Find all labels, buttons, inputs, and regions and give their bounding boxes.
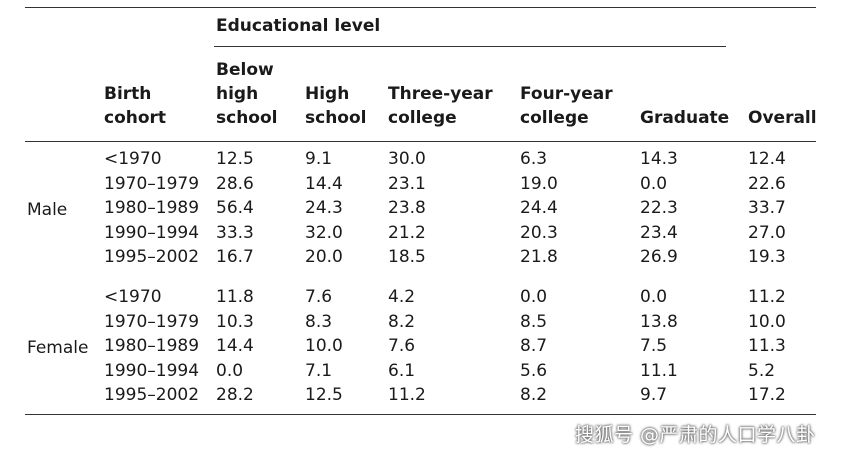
value-cell: 4.2 — [388, 287, 416, 307]
value-cell: 9.1 — [305, 149, 333, 169]
value-cell: 33.3 — [216, 222, 254, 243]
cohort-cell: 1995–2002 — [104, 247, 200, 267]
header-line: Overall — [748, 108, 817, 128]
header-line: Four-year — [520, 84, 613, 104]
header-line: Below — [216, 60, 274, 80]
value-cell: 13.8 — [640, 311, 678, 332]
value-cell: 7.1 — [305, 360, 333, 381]
value-cell: 26.9 — [640, 247, 678, 267]
cohort-cell: <1970 — [104, 149, 162, 169]
value-cell: 5.6 — [520, 360, 548, 381]
value-cell: 7.5 — [640, 336, 668, 356]
value-cell: 17.2 — [748, 385, 786, 405]
value-cell: 7.6 — [388, 336, 416, 356]
value-cell: 28.2 — [216, 385, 254, 405]
value-cell: 8.3 — [305, 311, 333, 332]
value-cell: 22.6 — [748, 173, 786, 194]
value-cell: 18.5 — [388, 247, 426, 267]
value-cell: 14.4 — [216, 336, 254, 356]
cohort-cell: 1990–1994 — [104, 222, 200, 243]
value-cell: 12.5 — [216, 149, 254, 169]
column-header-four-year-college: Four-year college — [520, 58, 613, 130]
cohort-cell: 1990–1994 — [104, 360, 200, 381]
header-line: High — [305, 84, 350, 104]
value-cell: 11.3 — [748, 336, 786, 356]
value-cell: 23.8 — [388, 198, 426, 218]
bottom-rule — [25, 414, 816, 415]
value-cell: 10.3 — [216, 311, 254, 332]
value-cell: 21.8 — [520, 247, 558, 267]
cohort-cell: 1995–2002 — [104, 385, 200, 405]
value-cell: 24.3 — [305, 198, 343, 218]
header-line: Birth — [104, 84, 152, 104]
value-cell: 23.1 — [388, 173, 426, 194]
educational-level-rule — [214, 46, 726, 47]
value-cell: 10.0 — [748, 311, 786, 332]
value-cell: 20.3 — [520, 222, 558, 243]
value-cell: 6.1 — [388, 360, 416, 381]
column-header-overall: Overall — [748, 58, 817, 130]
value-cell: 0.0 — [216, 360, 244, 381]
cohort-cell: 1970–1979 — [104, 173, 200, 194]
value-cell: 19.0 — [520, 173, 558, 194]
value-cell: 8.2 — [388, 311, 416, 332]
column-header-birth-cohort: Birth cohort — [104, 58, 166, 130]
header-line: Three-year — [388, 84, 493, 104]
value-cell: 10.0 — [305, 336, 343, 356]
group-label-female: Female — [27, 338, 89, 358]
value-cell: 0.0 — [520, 287, 548, 307]
column-header-three-year-college: Three-year college — [388, 58, 493, 130]
value-cell: 11.1 — [640, 360, 678, 381]
value-cell: 0.0 — [640, 173, 668, 194]
value-cell: 56.4 — [216, 198, 254, 218]
header-line: college — [388, 108, 457, 128]
header-line: school — [305, 108, 367, 128]
header-line: Graduate — [640, 108, 730, 128]
watermark: 搜狐号 @严肃的人口学八卦 — [575, 424, 816, 446]
value-cell: 21.2 — [388, 222, 426, 243]
column-header-graduate: Graduate — [640, 58, 729, 130]
value-cell: 11.2 — [388, 385, 426, 405]
value-cell: 11.2 — [748, 287, 786, 307]
value-cell: 23.4 — [640, 222, 678, 243]
value-cell: 16.7 — [216, 247, 254, 267]
header-rule — [25, 141, 816, 142]
value-cell: 9.7 — [640, 385, 668, 405]
cohort-cell: 1980–1989 — [104, 198, 200, 218]
value-cell: 14.3 — [640, 149, 678, 169]
value-cell: 19.3 — [748, 247, 786, 267]
header-line: school — [216, 108, 278, 128]
group-label-male: Male — [27, 200, 68, 220]
value-cell: 0.0 — [640, 287, 668, 307]
column-header-below-high-school: Below high school — [216, 58, 277, 130]
value-cell: 6.3 — [520, 149, 548, 169]
value-cell: 8.2 — [520, 385, 548, 405]
value-cell: 12.4 — [748, 149, 786, 169]
value-cell: 22.3 — [640, 198, 678, 218]
header-line: cohort — [104, 108, 167, 128]
column-header-high-school: High school — [305, 58, 366, 130]
value-cell: 8.7 — [520, 336, 548, 356]
header-line: high — [216, 84, 259, 104]
value-cell: 11.8 — [216, 287, 254, 307]
educational-level-header: Educational level — [216, 16, 381, 36]
cohort-cell: <1970 — [104, 287, 162, 307]
header-line: college — [520, 108, 589, 128]
value-cell: 27.0 — [748, 222, 786, 243]
value-cell: 14.4 — [305, 173, 343, 194]
value-cell: 8.5 — [520, 311, 548, 332]
value-cell: 32.0 — [305, 222, 343, 243]
cohort-cell: 1970–1979 — [104, 311, 200, 332]
top-rule — [25, 7, 816, 8]
value-cell: 33.7 — [748, 198, 786, 218]
value-cell: 7.6 — [305, 287, 333, 307]
cohort-cell: 1980–1989 — [104, 336, 200, 356]
value-cell: 30.0 — [388, 149, 426, 169]
value-cell: 12.5 — [305, 385, 343, 405]
value-cell: 28.6 — [216, 173, 254, 194]
value-cell: 20.0 — [305, 247, 343, 267]
value-cell: 5.2 — [748, 360, 776, 381]
value-cell: 24.4 — [520, 198, 558, 218]
